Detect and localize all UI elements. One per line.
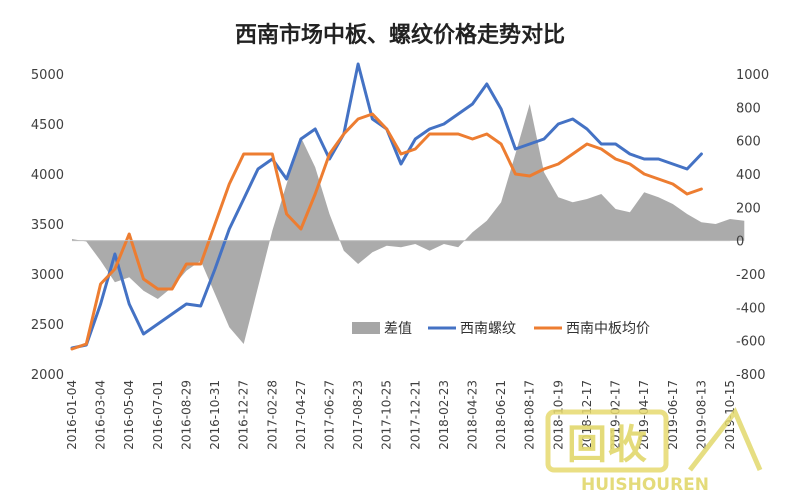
series-area-diff bbox=[72, 104, 745, 344]
x-axis-tick: 2017-12-21 bbox=[408, 380, 422, 450]
left-axis-tick: 3000 bbox=[31, 268, 64, 283]
right-axis-tick: 800 bbox=[736, 101, 761, 116]
left-axis-tick: 4500 bbox=[31, 118, 64, 133]
legend-label: 西南螺纹 bbox=[460, 321, 516, 337]
x-axis-tick: 2017-02-28 bbox=[265, 380, 279, 450]
watermark-box bbox=[545, 409, 669, 473]
x-axis-tick: 2016-12-27 bbox=[237, 380, 251, 450]
x-axis-tick: 2019-08-13 bbox=[694, 380, 708, 450]
right-axis-tick: -200 bbox=[736, 268, 766, 283]
right-axis-tick: 600 bbox=[736, 135, 761, 150]
x-axis-tick: 2016-07-01 bbox=[151, 380, 165, 450]
x-axis-tick: 2016-03-04 bbox=[94, 380, 108, 450]
legend-label: 差值 bbox=[384, 321, 412, 337]
x-axis-tick: 2018-04-23 bbox=[466, 380, 480, 450]
watermark-small-text: HUISHOUREN bbox=[581, 475, 709, 495]
right-axis-tick: 200 bbox=[736, 201, 761, 216]
x-axis-tick: 2017-10-25 bbox=[380, 380, 394, 450]
x-axis-tick: 2018-08-17 bbox=[523, 380, 537, 450]
left-axis-tick: 4000 bbox=[31, 168, 64, 183]
watermark-house-icon bbox=[688, 407, 763, 472]
x-axis-tick: 2018-06-21 bbox=[494, 380, 508, 450]
x-axis-tick: 2017-06-27 bbox=[322, 380, 336, 450]
watermark-logo: 回收 HUISHOUREN bbox=[545, 407, 763, 495]
x-axis-tick: 2017-08-23 bbox=[351, 380, 365, 450]
left-axis-tick: 2000 bbox=[31, 368, 64, 383]
right-axis-tick: -800 bbox=[736, 368, 766, 383]
left-axis-tick: 3500 bbox=[31, 218, 64, 233]
x-axis-tick: 2019-02-17 bbox=[609, 380, 623, 450]
right-axis-tick: -600 bbox=[736, 335, 766, 350]
series-line-plate bbox=[70, 112, 703, 351]
right-axis-tick: 1000 bbox=[736, 68, 769, 83]
watermark-big-text: 回收 bbox=[567, 422, 647, 468]
x-axis-tick: 2016-01-04 bbox=[65, 380, 79, 450]
x-axis-tick: 2016-05-04 bbox=[122, 380, 136, 450]
x-axis-tick: 2018-12-17 bbox=[580, 380, 594, 450]
x-axis-tick: 2019-04-17 bbox=[637, 380, 651, 450]
right-axis-tick: 0 bbox=[736, 235, 744, 250]
chart-title: 西南市场中板、螺纹价格走势对比 bbox=[235, 22, 565, 48]
x-axis-tick: 2016-08-29 bbox=[179, 380, 193, 450]
legend-swatch-area bbox=[352, 322, 380, 334]
legend-label: 西南中板均价 bbox=[566, 321, 650, 337]
left-axis-tick: 5000 bbox=[31, 68, 64, 83]
left-axis-tick: 2500 bbox=[31, 318, 64, 333]
x-axis-tick: 2018-02-23 bbox=[437, 380, 451, 450]
x-axis-tick: 2016-10-31 bbox=[208, 380, 222, 450]
x-axis-tick: 2017-04-27 bbox=[294, 380, 308, 450]
right-axis-tick: -400 bbox=[736, 301, 766, 316]
right-axis-tick: 400 bbox=[736, 168, 761, 183]
x-axis-tick: 2019-06-17 bbox=[666, 380, 680, 450]
x-axis-tick: 2018-10-19 bbox=[551, 380, 565, 450]
